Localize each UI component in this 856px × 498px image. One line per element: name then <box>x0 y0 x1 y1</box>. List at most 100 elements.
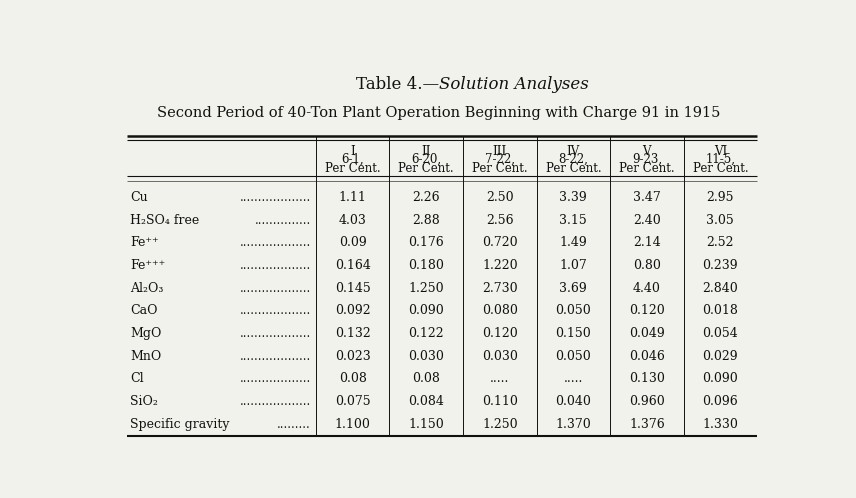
Text: Al₂O₃: Al₂O₃ <box>130 282 163 295</box>
Text: Cu: Cu <box>130 191 148 204</box>
Text: 0.040: 0.040 <box>556 395 591 408</box>
Text: Specific gravity: Specific gravity <box>130 418 229 431</box>
Text: 0.145: 0.145 <box>335 282 371 295</box>
Text: 2.26: 2.26 <box>413 191 440 204</box>
Text: 0.096: 0.096 <box>703 395 738 408</box>
Text: 0.239: 0.239 <box>703 259 738 272</box>
Text: 9-23,: 9-23, <box>632 153 662 166</box>
Text: .....: ..... <box>563 373 583 385</box>
Text: ...................: ................... <box>240 282 311 295</box>
Text: 1.07: 1.07 <box>560 259 587 272</box>
Text: II: II <box>421 144 431 157</box>
Text: 0.122: 0.122 <box>408 327 444 340</box>
Text: CaO: CaO <box>130 304 158 317</box>
Text: 1.370: 1.370 <box>556 418 591 431</box>
Text: 2.840: 2.840 <box>703 282 738 295</box>
Text: MnO: MnO <box>130 350 162 363</box>
Text: 0.084: 0.084 <box>408 395 444 408</box>
Text: 0.080: 0.080 <box>482 304 518 317</box>
Text: 11-5,: 11-5, <box>705 153 735 166</box>
Text: 3.05: 3.05 <box>706 214 734 227</box>
Text: 0.720: 0.720 <box>482 237 518 249</box>
Text: 1.250: 1.250 <box>408 282 444 295</box>
Text: 8-22,: 8-22, <box>558 153 588 166</box>
Text: 2.40: 2.40 <box>633 214 661 227</box>
Text: 1.49: 1.49 <box>560 237 587 249</box>
Text: ...................: ................... <box>240 237 311 249</box>
Text: III: III <box>493 144 507 157</box>
Text: 3.47: 3.47 <box>633 191 661 204</box>
Text: 0.164: 0.164 <box>335 259 371 272</box>
Text: 0.029: 0.029 <box>703 350 738 363</box>
Text: 1.11: 1.11 <box>339 191 366 204</box>
Text: ...................: ................... <box>240 191 311 204</box>
Text: 0.018: 0.018 <box>703 304 739 317</box>
Text: V: V <box>643 144 651 157</box>
Text: 2.95: 2.95 <box>706 191 734 204</box>
Text: 6-20,: 6-20, <box>411 153 442 166</box>
Text: 1.330: 1.330 <box>703 418 739 431</box>
Text: MgO: MgO <box>130 327 162 340</box>
Text: Solution Analyses: Solution Analyses <box>438 76 588 93</box>
Text: Second Period of 40-Ton Plant Operation Beginning with Charge 91 in 1915: Second Period of 40-Ton Plant Operation … <box>157 107 721 121</box>
Text: 0.150: 0.150 <box>556 327 591 340</box>
Text: 0.180: 0.180 <box>408 259 444 272</box>
Text: 0.176: 0.176 <box>408 237 444 249</box>
Text: Per Cent.: Per Cent. <box>619 162 675 175</box>
Text: Cl: Cl <box>130 373 144 385</box>
Text: 2.730: 2.730 <box>482 282 518 295</box>
Text: 1.376: 1.376 <box>629 418 665 431</box>
Text: ...............: ............... <box>254 214 311 227</box>
Text: 0.054: 0.054 <box>703 327 738 340</box>
Text: 0.092: 0.092 <box>335 304 371 317</box>
Text: 0.132: 0.132 <box>335 327 371 340</box>
Text: 0.120: 0.120 <box>482 327 518 340</box>
Text: 2.52: 2.52 <box>706 237 734 249</box>
Text: 2.50: 2.50 <box>486 191 514 204</box>
Text: ...................: ................... <box>240 327 311 340</box>
Text: Table 4.—: Table 4.— <box>355 76 438 93</box>
Text: 1.100: 1.100 <box>335 418 371 431</box>
Text: 0.090: 0.090 <box>408 304 444 317</box>
Text: 1.220: 1.220 <box>482 259 518 272</box>
Text: 0.960: 0.960 <box>629 395 665 408</box>
Text: 0.030: 0.030 <box>408 350 444 363</box>
Text: IV: IV <box>567 144 580 157</box>
Text: 2.88: 2.88 <box>413 214 440 227</box>
Text: 3.69: 3.69 <box>560 282 587 295</box>
Text: Per Cent.: Per Cent. <box>325 162 381 175</box>
Text: 0.023: 0.023 <box>335 350 371 363</box>
Text: 4.03: 4.03 <box>339 214 366 227</box>
Text: Fe⁺⁺: Fe⁺⁺ <box>130 237 159 249</box>
Text: Per Cent.: Per Cent. <box>693 162 748 175</box>
Text: 4.40: 4.40 <box>633 282 661 295</box>
Text: 0.050: 0.050 <box>556 304 591 317</box>
Text: 0.120: 0.120 <box>629 304 665 317</box>
Text: SiO₂: SiO₂ <box>130 395 158 408</box>
Text: H₂SO₄ free: H₂SO₄ free <box>130 214 199 227</box>
Text: .....: ..... <box>490 373 509 385</box>
Text: Per Cent.: Per Cent. <box>398 162 454 175</box>
Text: Fe⁺⁺⁺: Fe⁺⁺⁺ <box>130 259 165 272</box>
Text: 3.39: 3.39 <box>560 191 587 204</box>
Text: Per Cent.: Per Cent. <box>545 162 601 175</box>
Text: 0.046: 0.046 <box>629 350 665 363</box>
Text: 0.049: 0.049 <box>629 327 665 340</box>
Text: 0.08: 0.08 <box>339 373 366 385</box>
Text: ...................: ................... <box>240 395 311 408</box>
Text: 0.130: 0.130 <box>629 373 665 385</box>
Text: 6-1,: 6-1, <box>342 153 364 166</box>
Text: 0.110: 0.110 <box>482 395 518 408</box>
Text: ...................: ................... <box>240 304 311 317</box>
Text: .........: ......... <box>276 418 311 431</box>
Text: ...................: ................... <box>240 373 311 385</box>
Text: 0.80: 0.80 <box>633 259 661 272</box>
Text: 0.050: 0.050 <box>556 350 591 363</box>
Text: Per Cent.: Per Cent. <box>472 162 527 175</box>
Text: I: I <box>350 144 355 157</box>
Text: ...................: ................... <box>240 350 311 363</box>
Text: ...................: ................... <box>240 259 311 272</box>
Text: 0.075: 0.075 <box>335 395 371 408</box>
Text: 7-22,: 7-22, <box>484 153 514 166</box>
Text: 0.090: 0.090 <box>703 373 738 385</box>
